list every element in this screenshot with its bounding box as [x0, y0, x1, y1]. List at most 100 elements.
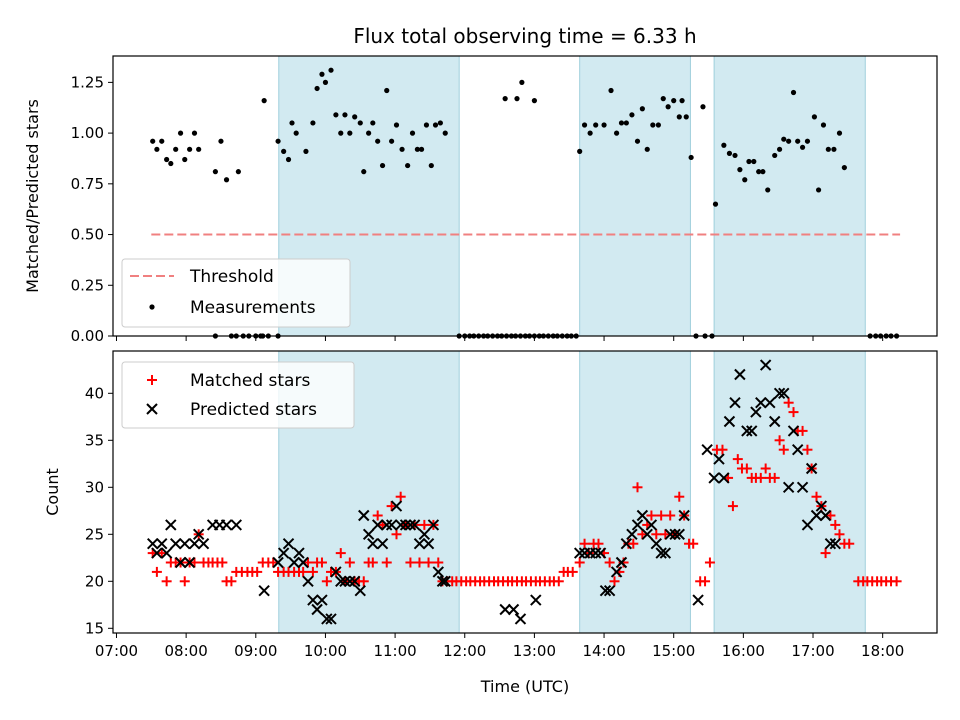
measurement-point [223, 177, 230, 183]
x-stroke-b [723, 415, 736, 428]
measurement-point [676, 114, 682, 120]
matched-star-point [303, 557, 314, 568]
matched-star-point [604, 557, 615, 568]
top-legend: Threshold Measurements [121, 258, 351, 328]
predicted-star-point [394, 519, 407, 531]
x-tick-label: 08:00 [165, 642, 208, 660]
matched-star-point [226, 576, 237, 587]
bottom-legend: Matched stars Predicted stars [121, 361, 355, 429]
measurement-point [187, 146, 193, 152]
x-stroke-b [746, 425, 758, 437]
measurement-point [623, 120, 629, 126]
measurement-point [212, 169, 218, 175]
measurement-point [389, 138, 395, 144]
measurements-legend-label: Measurements [190, 298, 316, 318]
matched-star-point [783, 397, 794, 408]
x-stroke-b [348, 575, 361, 588]
matched-star-point [660, 529, 671, 540]
predicted-star-point [408, 519, 421, 531]
x-stroke-b [151, 547, 163, 559]
predicted-star-point [321, 613, 333, 625]
measurement-point [177, 130, 184, 136]
matched-star-point [567, 566, 578, 577]
predicted-star-point [335, 575, 347, 588]
measurement-point [581, 122, 588, 128]
top-y-tick-label: 0.25 [71, 276, 104, 294]
x-stroke-b [734, 368, 746, 381]
predicted-star-point [371, 519, 384, 531]
x-stroke-b [530, 594, 542, 606]
predicted-star-point [782, 481, 795, 494]
measurement-point [328, 67, 334, 73]
shaded-interval-top-1 [579, 55, 691, 337]
x-stroke-b [427, 519, 440, 531]
measurement-point [261, 98, 267, 104]
predicted-star-point [655, 547, 667, 559]
measurement-point [665, 104, 671, 110]
measurement-point [173, 146, 179, 152]
measurement-point [275, 138, 281, 144]
predicted-star-point [791, 443, 804, 456]
x-stroke-b [615, 556, 628, 569]
matched-star-point [628, 538, 639, 549]
shaded-interval-top-2 [713, 55, 866, 337]
predicted-star-point [589, 547, 602, 559]
measurement-point [786, 138, 792, 144]
measurement-point [285, 156, 292, 163]
x-stroke-b [344, 575, 356, 588]
measurement-point [154, 146, 160, 152]
matched-star-point [688, 538, 699, 549]
measurement-point [409, 130, 416, 136]
measurement-point [338, 130, 344, 136]
predicted-star-point [650, 537, 663, 550]
x-stroke-b [188, 537, 201, 550]
measurement-point [629, 112, 635, 118]
measurement-point [182, 156, 188, 163]
x-stroke-b [507, 603, 520, 616]
x-stroke-b [718, 472, 730, 484]
x-stroke-b [759, 359, 772, 371]
predicted-star-point [787, 425, 800, 437]
x-stroke-b [183, 556, 196, 569]
x-stroke-b [413, 537, 426, 550]
x-stroke-b [282, 537, 295, 550]
x-stroke-b [277, 547, 290, 559]
measurement-point [804, 138, 811, 144]
measurement-point [418, 146, 425, 152]
x-tick-label: 12:00 [443, 642, 486, 660]
matched-star-point [574, 557, 585, 568]
matched-star-point [381, 557, 392, 568]
predicted-star-point [390, 500, 403, 512]
measurement-point [587, 130, 593, 136]
measurement-point [760, 169, 766, 175]
predicted-star-point [819, 509, 832, 522]
x-stroke-b [230, 519, 242, 531]
measurement-point [414, 146, 420, 152]
x-stroke-b [636, 509, 649, 522]
measurement-point [811, 114, 818, 120]
x-stroke-b [701, 443, 713, 456]
predicted-star-point [404, 519, 417, 531]
matched-star-point [637, 529, 648, 540]
measurement-point [357, 120, 363, 126]
x-stroke-b [626, 528, 638, 541]
measurement-point [196, 146, 202, 152]
predicted-star-point [573, 547, 586, 559]
measurement-point [423, 122, 430, 128]
measurement-point [514, 96, 520, 102]
measurement-point [601, 122, 607, 128]
top-axis-ticks: 0.00 0.25 0.50 0.75 1.00 1.25 [71, 73, 884, 345]
x-stroke-b [573, 547, 586, 559]
bottom-legend-box [121, 361, 355, 429]
predicted-star-point [151, 547, 163, 559]
matched-star-point [769, 472, 780, 483]
bottom-y-tick-label: 40 [85, 384, 104, 402]
predicted-star-point [615, 556, 628, 569]
measurement-point [303, 148, 309, 154]
bottom-y-tick-label: 20 [85, 572, 104, 590]
x-stroke-b [659, 547, 672, 559]
measurement-point [164, 156, 170, 163]
measurement-point [399, 146, 405, 152]
predicted-star-point [160, 547, 173, 559]
